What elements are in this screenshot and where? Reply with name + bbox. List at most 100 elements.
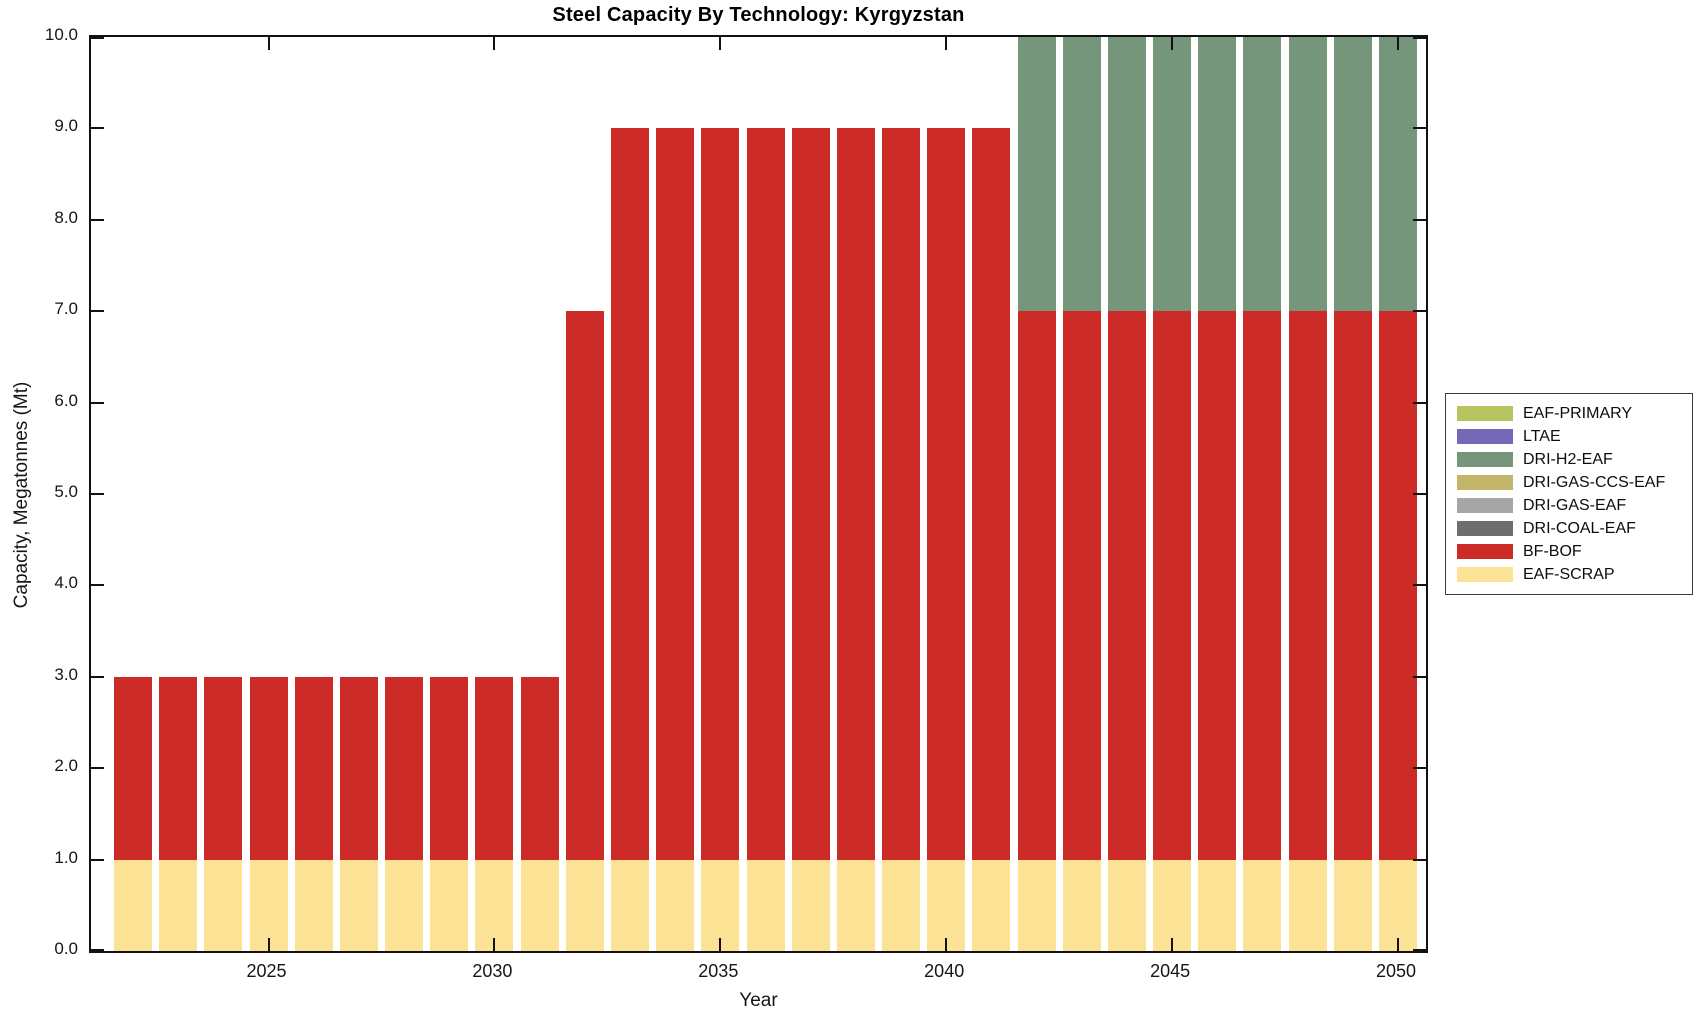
y-tick bbox=[1413, 493, 1426, 495]
bar-segment-eaf-scrap-2029 bbox=[430, 859, 469, 951]
y-tick bbox=[91, 675, 104, 678]
y-tick-label: 3.0 bbox=[54, 664, 78, 684]
legend-label: DRI-GAS-CCS-EAF bbox=[1523, 473, 1666, 491]
legend-entry-dri-h2-eaf: DRI-H2-EAF bbox=[1457, 451, 1692, 469]
bar-segment-bf-bof-2025 bbox=[249, 676, 288, 860]
y-tick-label: 10.0 bbox=[44, 25, 78, 44]
x-tick bbox=[1171, 938, 1174, 951]
bar-segment-eaf-scrap-2032 bbox=[565, 859, 604, 951]
y-tick bbox=[1413, 401, 1426, 404]
x-tick bbox=[1397, 37, 1399, 50]
bar-segment-eaf-scrap-2044 bbox=[1107, 859, 1146, 951]
bar-segment-bf-bof-2022 bbox=[114, 676, 152, 860]
legend-label: BF-BOF bbox=[1523, 542, 1582, 560]
bar-segment-bf-bof-2038 bbox=[836, 128, 875, 860]
bar-segment-dri-h2-eaf-2048 bbox=[1288, 37, 1327, 312]
x-tick-label: 2045 bbox=[1150, 961, 1191, 981]
y-tick bbox=[1413, 218, 1426, 221]
legend-swatch-icon bbox=[1457, 429, 1513, 444]
plot-area bbox=[89, 35, 1428, 953]
bar-segment-eaf-scrap-2026 bbox=[294, 859, 333, 951]
legend-swatch-icon bbox=[1457, 521, 1513, 536]
bar-segment-bf-bof-2044 bbox=[1107, 311, 1146, 860]
bar-segment-bf-bof-2042 bbox=[1017, 311, 1056, 860]
bar-segment-eaf-scrap-2050 bbox=[1379, 859, 1417, 951]
bar-segment-bf-bof-2039 bbox=[882, 128, 921, 860]
bar-segment-bf-bof-2027 bbox=[339, 676, 378, 860]
bar-segment-bf-bof-2047 bbox=[1243, 311, 1282, 860]
bar-segment-bf-bof-2049 bbox=[1333, 311, 1372, 860]
bar-segment-bf-bof-2028 bbox=[385, 676, 424, 860]
legend-swatch-icon bbox=[1457, 498, 1513, 513]
y-tick bbox=[1413, 127, 1426, 130]
legend-swatch-icon bbox=[1457, 452, 1513, 467]
y-tick-label: 5.0 bbox=[54, 482, 78, 501]
x-tick bbox=[493, 37, 496, 50]
bar-segment-eaf-scrap-2045 bbox=[1153, 859, 1192, 951]
bar-segment-eaf-scrap-2031 bbox=[520, 859, 559, 951]
y-tick-label: 1.0 bbox=[54, 847, 78, 867]
bar-segment-dri-h2-eaf-2045 bbox=[1153, 37, 1192, 312]
bar-segment-bf-bof-2050 bbox=[1379, 311, 1417, 860]
bar-segment-bf-bof-2048 bbox=[1288, 311, 1327, 860]
y-tick bbox=[91, 493, 104, 495]
y-tick-label: 2.0 bbox=[54, 756, 78, 776]
bar-segment-eaf-scrap-2049 bbox=[1333, 859, 1372, 951]
bar-segment-bf-bof-2026 bbox=[294, 676, 333, 860]
bar-segment-dri-h2-eaf-2043 bbox=[1062, 37, 1101, 312]
bar-segment-bf-bof-2041 bbox=[972, 128, 1011, 860]
x-tick bbox=[267, 938, 270, 951]
legend-label: EAF-PRIMARY bbox=[1523, 404, 1633, 422]
legend-entry-eaf-primary: EAF-PRIMARY bbox=[1457, 405, 1692, 423]
y-tick-label: 4.0 bbox=[54, 573, 78, 593]
x-tick bbox=[267, 37, 270, 50]
bar-segment-eaf-scrap-2040 bbox=[927, 859, 966, 951]
x-tick-label: 2040 bbox=[924, 961, 965, 981]
bar-segment-eaf-scrap-2037 bbox=[791, 859, 830, 951]
bar-segment-bf-bof-2035 bbox=[701, 128, 740, 860]
bar-segment-eaf-scrap-2023 bbox=[159, 859, 198, 951]
legend-entry-dri-gas-ccs-eaf: DRI-GAS-CCS-EAF bbox=[1457, 474, 1692, 492]
x-tick bbox=[945, 37, 948, 50]
legend-entry-eaf-scrap: EAF-SCRAP bbox=[1457, 566, 1692, 584]
y-tick bbox=[91, 218, 104, 221]
bar-segment-bf-bof-2045 bbox=[1153, 311, 1192, 860]
chart-title: Steel Capacity By Technology: Kyrgyzstan bbox=[552, 4, 965, 26]
y-tick bbox=[91, 858, 104, 861]
bar-segment-dri-h2-eaf-2044 bbox=[1107, 37, 1146, 312]
bar-segment-eaf-scrap-2035 bbox=[701, 859, 740, 951]
legend-label: DRI-GAS-EAF bbox=[1523, 496, 1627, 514]
x-tick-label: 2035 bbox=[698, 961, 739, 981]
bar-segment-bf-bof-2031 bbox=[520, 676, 559, 860]
legend-entry-bf-bof: BF-BOF bbox=[1457, 543, 1692, 561]
x-tick bbox=[719, 37, 722, 50]
bar-segment-eaf-scrap-2024 bbox=[204, 859, 243, 951]
bar-segment-dri-h2-eaf-2049 bbox=[1333, 37, 1372, 312]
legend: EAF-PRIMARY LTAE DRI-H2-EAF DRI-GAS-CCS-EAF… bbox=[1445, 393, 1693, 595]
bar-segment-dri-h2-eaf-2042 bbox=[1017, 37, 1056, 312]
y-tick bbox=[91, 949, 104, 951]
x-tick-label: 2050 bbox=[1375, 961, 1417, 981]
legend-swatch-icon bbox=[1457, 544, 1513, 559]
y-tick bbox=[1413, 675, 1426, 678]
bar-segment-eaf-scrap-2034 bbox=[656, 859, 695, 951]
bar-segment-eaf-scrap-2036 bbox=[746, 859, 785, 951]
bar-segment-eaf-scrap-2042 bbox=[1017, 859, 1056, 951]
y-tick bbox=[91, 127, 104, 130]
bar-segment-dri-h2-eaf-2046 bbox=[1198, 37, 1237, 312]
legend-entry-ltae: LTAE bbox=[1457, 428, 1692, 446]
y-tick-label: 8.0 bbox=[54, 207, 78, 227]
bar-segment-eaf-scrap-2048 bbox=[1288, 859, 1327, 951]
bar-segment-eaf-scrap-2038 bbox=[836, 859, 875, 951]
x-tick bbox=[1171, 37, 1174, 50]
legend-label: EAF-SCRAP bbox=[1523, 565, 1615, 583]
x-tick-label: 2025 bbox=[246, 961, 287, 981]
bar-segment-eaf-scrap-2033 bbox=[610, 859, 649, 951]
bar-segment-bf-bof-2033 bbox=[610, 128, 649, 860]
bar-segment-eaf-scrap-2046 bbox=[1198, 859, 1237, 951]
bar-segment-bf-bof-2037 bbox=[791, 128, 830, 860]
bar-segment-bf-bof-2043 bbox=[1062, 311, 1101, 860]
bar-segment-bf-bof-2046 bbox=[1198, 311, 1237, 860]
y-tick bbox=[1413, 767, 1426, 770]
